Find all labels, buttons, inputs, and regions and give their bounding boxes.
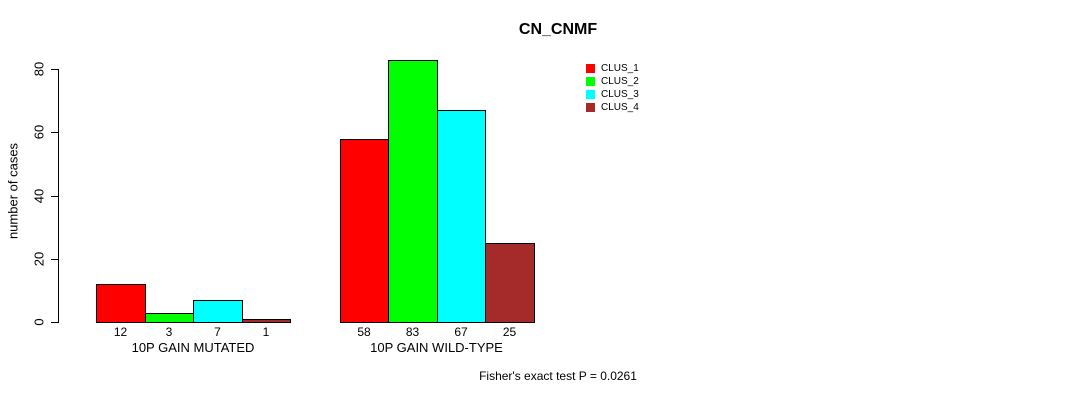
bar-value-label: 58 (357, 325, 371, 339)
y-axis-label: number of cases (5, 142, 21, 240)
bar-clus_1-group2 (340, 139, 389, 323)
y-tick-mark (51, 69, 58, 70)
legend-item: CLUS_2 (586, 75, 639, 88)
y-tick-mark (51, 132, 58, 133)
bar-clus_4-group1 (242, 319, 291, 323)
bar-clus_2-group1 (145, 313, 194, 323)
legend-label: CLUS_3 (601, 89, 639, 100)
chart-title: CN_CNMF (518, 21, 598, 38)
stat-annotation: Fisher's exact test P = 0.0261 (479, 369, 637, 383)
bar-value-label: 1 (262, 325, 270, 339)
x-group-label: 10P GAIN WILD-TYPE (370, 340, 503, 355)
y-tick-label: 60 (31, 124, 47, 140)
y-tick-mark (51, 322, 58, 323)
bar-value-label: 7 (214, 325, 221, 339)
legend-swatch-clus_2 (586, 77, 595, 86)
bar-value-label: 67 (454, 325, 468, 339)
bar-clus_3-group1 (193, 300, 243, 323)
legend-label: CLUS_1 (601, 63, 639, 74)
y-tick-label: 20 (31, 251, 47, 267)
legend: CLUS_1 CLUS_2 CLUS_3 CLUS_4 (586, 62, 639, 114)
legend-item: CLUS_3 (586, 88, 639, 101)
y-axis-line (58, 69, 59, 323)
bar-value-label: 25 (502, 325, 517, 339)
legend-swatch-clus_3 (586, 90, 595, 99)
bar-value-label: 83 (405, 325, 420, 339)
legend-swatch-clus_1 (586, 64, 595, 73)
bar-clus_1-group1 (96, 284, 146, 323)
bar-clus_3-group2 (437, 110, 486, 323)
y-tick-label: 0 (31, 318, 47, 326)
bar-clus_2-group2 (388, 60, 438, 323)
x-group-label: 10P GAIN MUTATED (131, 340, 255, 355)
legend-item: CLUS_4 (586, 101, 639, 114)
legend-label: CLUS_2 (601, 76, 639, 87)
bar-value-label: 12 (113, 325, 128, 339)
legend-item: CLUS_1 (586, 62, 639, 75)
y-tick-label: 40 (31, 188, 47, 204)
bar-value-label: 3 (165, 325, 173, 339)
legend-swatch-clus_4 (586, 103, 595, 112)
y-tick-mark (51, 259, 58, 260)
legend-label: CLUS_4 (601, 102, 639, 113)
y-tick-mark (51, 196, 58, 197)
bar-clus_4-group2 (485, 243, 535, 323)
y-tick-label: 80 (31, 61, 47, 77)
